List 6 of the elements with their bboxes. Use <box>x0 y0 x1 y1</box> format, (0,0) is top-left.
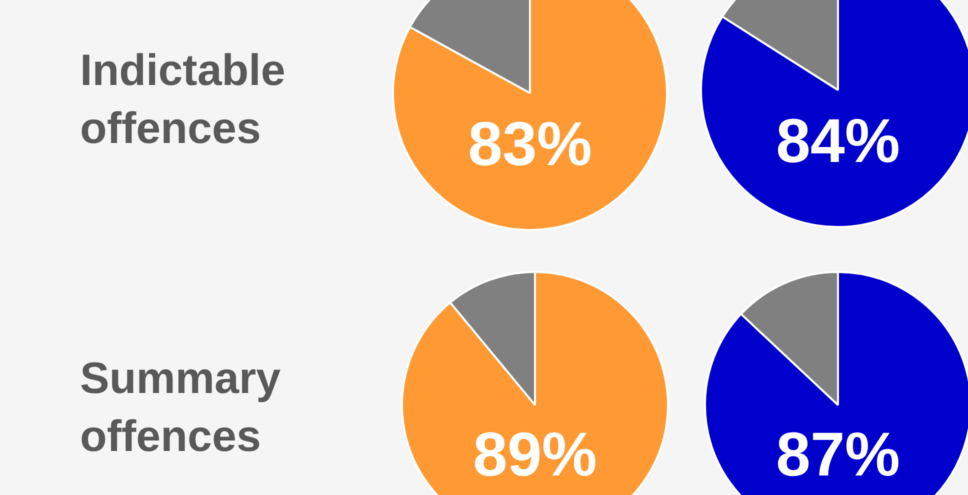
data-label: 89% <box>472 420 598 490</box>
text: Summary offences <box>80 353 282 463</box>
data-label: 84% <box>776 106 900 176</box>
data-label: 87% <box>776 420 900 490</box>
text: Indictable offences <box>80 45 286 155</box>
data-label: 83% <box>468 110 592 179</box>
